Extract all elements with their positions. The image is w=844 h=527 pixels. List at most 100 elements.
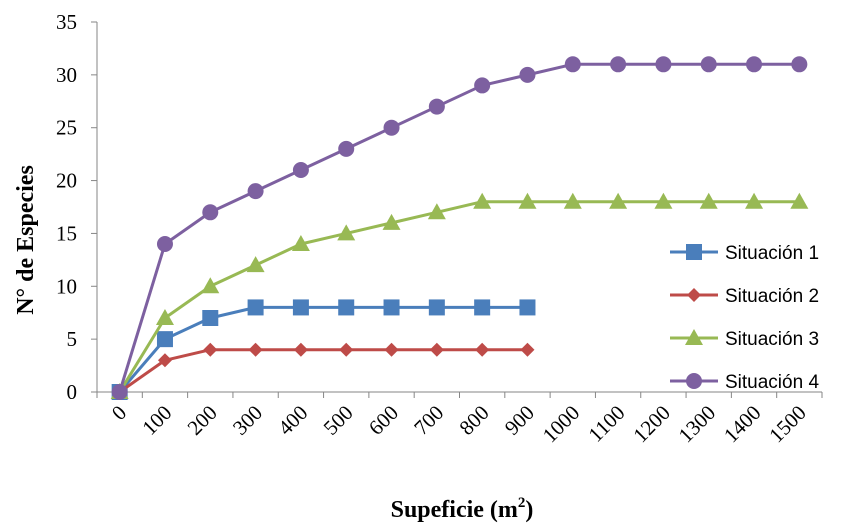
data-point [247, 183, 264, 200]
x-tick-label: 1100 [584, 401, 630, 447]
data-point [427, 203, 446, 220]
y-axis-title: N° de Especies [13, 165, 39, 315]
x-tick-label: 1000 [538, 401, 585, 448]
data-point [520, 342, 535, 357]
data-point [473, 192, 492, 209]
plot-area [110, 56, 809, 400]
legend-label: Situación 3 [725, 329, 819, 350]
series-2-line [118, 348, 528, 394]
data-point [429, 342, 444, 357]
legend-marker [686, 244, 702, 260]
data-point [654, 192, 673, 209]
series-1-line [118, 305, 528, 393]
x-tick-label: 600 [364, 401, 403, 440]
x-tick-label: 1200 [628, 401, 675, 448]
series-3 [110, 192, 809, 399]
data-point [564, 56, 581, 73]
x-tick-label: 100 [137, 401, 176, 440]
data-point [474, 77, 491, 94]
x-tick-label: 1300 [674, 401, 721, 448]
data-point [111, 384, 128, 400]
data-point [518, 192, 537, 209]
data-point [428, 98, 445, 115]
data-point [339, 342, 354, 357]
legend-marker [686, 373, 702, 389]
legend-label: Situación 1 [725, 243, 819, 264]
data-point [291, 235, 310, 251]
legend-item-3: Situación 3 [670, 329, 819, 350]
data-point [292, 162, 309, 178]
y-tick-label: 0 [67, 380, 78, 404]
data-point [202, 310, 219, 326]
data-point [246, 256, 265, 273]
x-tick-label: 0 [107, 401, 131, 425]
data-point [248, 342, 263, 357]
y-tick-label: 15 [56, 221, 77, 245]
x-axis-title-main: Supeficie (m [391, 497, 518, 523]
data-point [563, 192, 582, 209]
legend-label: Situación 2 [725, 286, 819, 307]
data-point [337, 224, 356, 241]
y-tick-label: 10 [56, 274, 77, 298]
legend-marker [687, 288, 701, 302]
x-tick-label: 500 [319, 401, 358, 440]
y-tick-label: 25 [56, 116, 77, 140]
data-point [474, 299, 491, 316]
data-point [247, 299, 264, 316]
data-point [746, 56, 763, 73]
series-2 [112, 342, 535, 399]
data-point [791, 56, 808, 73]
data-point [655, 56, 672, 73]
legend-item-1: Situación 1 [670, 243, 819, 264]
data-point [745, 192, 764, 209]
x-axis-title-end: ) [525, 497, 533, 523]
legend-item-2: Situación 2 [670, 286, 819, 307]
series-4-line [118, 62, 800, 393]
data-point [475, 342, 490, 357]
legend-label: Situación 4 [725, 372, 819, 393]
legend: Situación 1 Situación 2 Situación 3 Situaci… [670, 243, 819, 393]
x-axis-title-superscript: 2 [518, 495, 526, 511]
y-tick-label: 5 [67, 327, 78, 351]
data-point [338, 140, 355, 157]
data-point [293, 342, 308, 357]
data-point [202, 204, 219, 221]
x-tick-label: 900 [500, 401, 539, 440]
data-point [156, 236, 173, 252]
data-point [790, 192, 809, 209]
data-point [383, 299, 400, 316]
x-tick-label: 800 [454, 401, 493, 440]
x-tick-label: 700 [409, 401, 448, 440]
data-point [203, 342, 218, 357]
series-4 [111, 56, 808, 400]
data-point [156, 331, 173, 348]
data-point [610, 56, 627, 73]
data-point [519, 299, 536, 316]
legend-marker [685, 329, 703, 345]
data-point [700, 56, 717, 73]
y-tick-label: 35 [56, 10, 77, 34]
x-tick-label: 1500 [764, 401, 811, 448]
legend-item-4: Situación 4 [670, 372, 819, 393]
data-point [428, 299, 445, 316]
data-point [292, 299, 309, 316]
series-3-line [118, 200, 800, 393]
data-point [201, 277, 220, 294]
data-point [384, 342, 399, 357]
data-point [609, 192, 628, 209]
x-tick-label: 1400 [719, 401, 766, 448]
x-axis-title: Supeficie (m2) [391, 495, 534, 523]
data-point [699, 192, 718, 209]
x-tick-label: 300 [228, 401, 267, 440]
data-point [338, 299, 355, 316]
x-tick-label: 200 [183, 401, 222, 440]
data-point [157, 353, 172, 368]
data-point [155, 309, 174, 325]
data-point [383, 119, 400, 136]
data-point [519, 66, 536, 83]
data-point [382, 213, 401, 230]
x-tick-label: 400 [273, 401, 312, 440]
y-tick-label: 30 [56, 63, 77, 87]
y-tick-label: 20 [56, 169, 77, 193]
